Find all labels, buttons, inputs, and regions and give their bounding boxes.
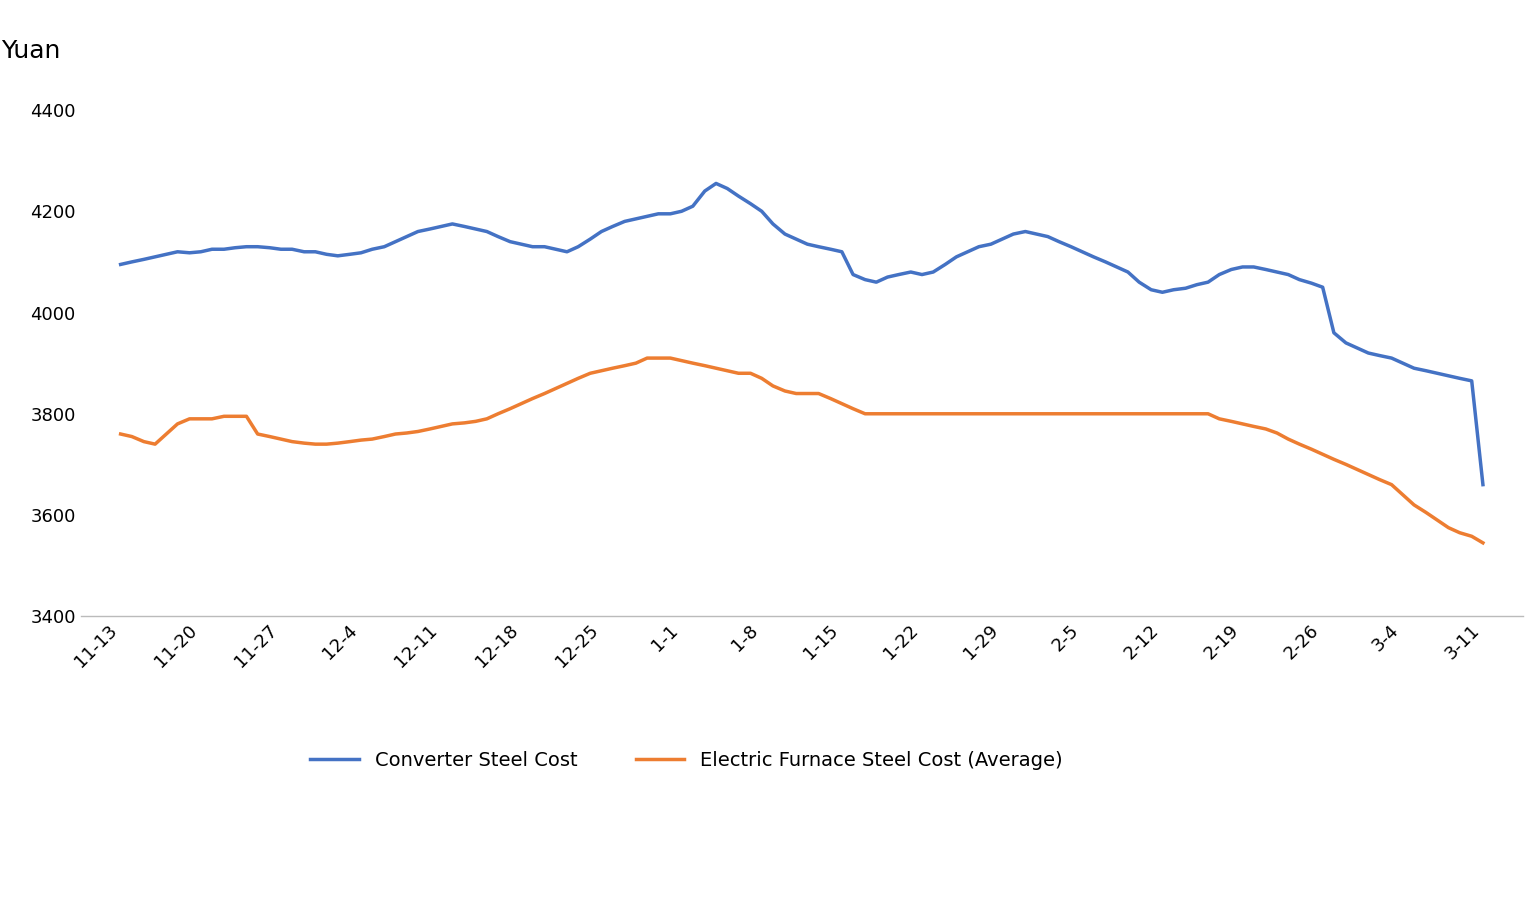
Electric Furnace Steel Cost (Average) xyxy=(1061,409,1080,419)
Converter Steel Cost xyxy=(1198,276,1217,287)
Electric Furnace Steel Cost (Average) xyxy=(478,413,497,424)
Electric Furnace Steel Cost (Average) xyxy=(1473,537,1492,548)
Converter Steel Cost xyxy=(1061,241,1080,252)
Converter Steel Cost xyxy=(707,178,726,189)
Electric Furnace Steel Cost (Average) xyxy=(878,409,897,419)
Converter Steel Cost xyxy=(1440,371,1458,382)
Converter Steel Cost xyxy=(878,272,897,283)
Converter Steel Cost xyxy=(397,231,415,242)
Line: Electric Furnace Steel Cost (Average): Electric Furnace Steel Cost (Average) xyxy=(120,358,1483,543)
Electric Furnace Steel Cost (Average) xyxy=(1198,409,1217,419)
Converter Steel Cost xyxy=(478,226,497,237)
Converter Steel Cost xyxy=(111,259,129,270)
Electric Furnace Steel Cost (Average) xyxy=(111,428,129,439)
Electric Furnace Steel Cost (Average) xyxy=(1440,522,1458,533)
Electric Furnace Steel Cost (Average) xyxy=(397,428,415,438)
Converter Steel Cost xyxy=(1473,479,1492,490)
Legend: Converter Steel Cost, Electric Furnace Steel Cost (Average): Converter Steel Cost, Electric Furnace S… xyxy=(303,742,1070,778)
Text: Yuan: Yuan xyxy=(2,40,60,64)
Line: Converter Steel Cost: Converter Steel Cost xyxy=(120,184,1483,484)
Electric Furnace Steel Cost (Average) xyxy=(638,353,657,364)
